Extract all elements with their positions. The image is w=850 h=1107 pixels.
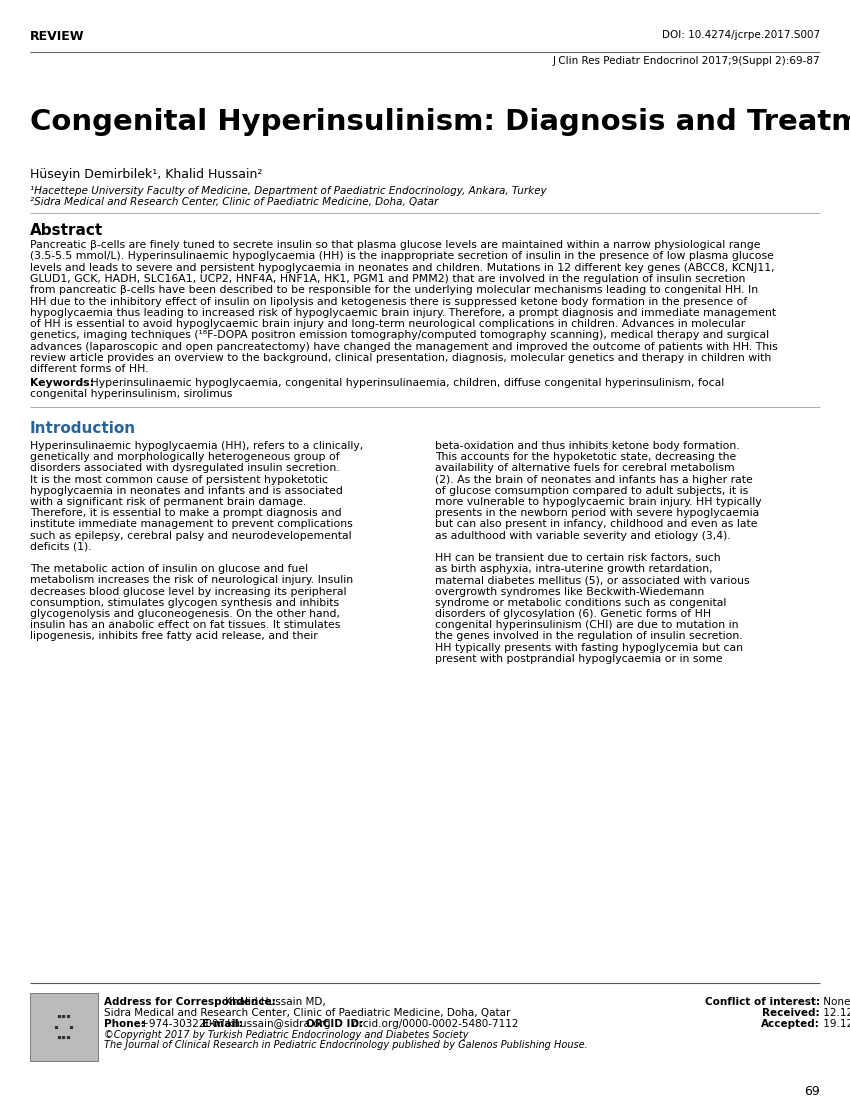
Bar [30,993,98,1061]
Text: overgrowth syndromes like Beckwith-Wiedemann: overgrowth syndromes like Beckwith-Wiede… [435,587,705,597]
Text: J Clin Res Pediatr Endocrinol 2017;9(Suppl 2):69-87: J Clin Res Pediatr Endocrinol 2017;9(Sup… [552,56,820,66]
Text: Sidra Medical and Research Center, Clinic of Paediatric Medicine, Doha, Qatar: Sidra Medical and Research Center, Clini… [104,1008,510,1018]
Text: Conflict of interest:: Conflict of interest: [705,997,820,1007]
Text: The metabolic action of insulin on glucose and fuel: The metabolic action of insulin on gluco… [30,565,308,575]
Text: Pancreatic β-cells are finely tuned to secrete insulin so that plasma glucose le: Pancreatic β-cells are finely tuned to s… [30,240,761,250]
Text: ORCID ID:: ORCID ID: [306,1020,363,1030]
Text: (2). As the brain of neonates and infants has a higher rate: (2). As the brain of neonates and infant… [435,475,753,485]
Text: of glucose comsumption compared to adult subjects, it is: of glucose comsumption compared to adult… [435,486,748,496]
Text: Therefore, it is essential to make a prompt diagnosis and: Therefore, it is essential to make a pro… [30,508,342,518]
Text: HH due to the inhibitory effect of insulin on lipolysis and ketogenesis there is: HH due to the inhibitory effect of insul… [30,297,747,307]
Text: 19.12.2017: 19.12.2017 [820,1020,850,1030]
Text: HH typically presents with fasting hypoglycemia but can: HH typically presents with fasting hypog… [435,642,743,652]
Text: REVIEW: REVIEW [30,30,84,43]
Text: as birth asphyxia, intra-uterine growth retardation,: as birth asphyxia, intra-uterine growth … [435,565,712,575]
Text: Received:: Received: [762,1008,820,1018]
Text: HH can be transient due to certain risk factors, such: HH can be transient due to certain risk … [435,552,721,562]
Text: ©Copyright 2017 by Turkish Pediatric Endocrinology and Diabetes Society: ©Copyright 2017 by Turkish Pediatric End… [104,1030,468,1039]
Text: GLUD1, GCK, HADH, SLC16A1, UCP2, HNF4A, HNF1A, HK1, PGM1 and PMM2) that are invo: GLUD1, GCK, HADH, SLC16A1, UCP2, HNF4A, … [30,273,745,283]
Text: khussain@sidra.org: khussain@sidra.org [224,1020,334,1030]
Text: congenital hyperinsulinism (CHI) are due to mutation in: congenital hyperinsulinism (CHI) are due… [435,620,739,630]
Text: orcid.org/0000-0002-5480-7112: orcid.org/0000-0002-5480-7112 [349,1020,518,1030]
Text: deficits (1).: deficits (1). [30,541,92,551]
Text: Khalid Hussain MD,: Khalid Hussain MD, [222,997,326,1007]
Text: Hüseyin Demirbilek¹, Khalid Hussain²: Hüseyin Demirbilek¹, Khalid Hussain² [30,168,263,182]
Text: The Journal of Clinical Research in Pediatric Endocrinology published by Galenos: The Journal of Clinical Research in Pedi… [104,1039,587,1051]
Text: congenital hyperinsulinism, sirolimus: congenital hyperinsulinism, sirolimus [30,389,232,399]
Text: Keywords:: Keywords: [30,377,94,387]
Text: maternal diabetes mellitus (5), or associated with various: maternal diabetes mellitus (5), or assoc… [435,576,750,586]
Text: the genes involved in the regulation of insulin secretion.: the genes involved in the regulation of … [435,631,743,641]
Text: Hyperinsulinaemic hypoglycaemia (HH), refers to a clinically,: Hyperinsulinaemic hypoglycaemia (HH), re… [30,441,363,451]
Text: Hyperinsulinaemic hypoglycaemia, congenital hyperinsulinaemia, children, diffuse: Hyperinsulinaemic hypoglycaemia, congeni… [87,377,724,387]
Text: Abstract: Abstract [30,223,103,238]
Text: Congenital Hyperinsulinism: Diagnosis and Treatment Update: Congenital Hyperinsulinism: Diagnosis an… [30,108,850,136]
Text: of HH is essential to avoid hypoglycaemic brain injury and long-term neurologica: of HH is essential to avoid hypoglycaemi… [30,319,745,329]
Text: from pancreatic β-cells have been described to be responsible for the underlying: from pancreatic β-cells have been descri… [30,286,758,296]
Text: but can also present in infancy, childhood and even as late: but can also present in infancy, childho… [435,519,757,529]
Text: institute immediate management to prevent complications: institute immediate management to preven… [30,519,353,529]
Text: metabolism increases the risk of neurological injury. Insulin: metabolism increases the risk of neurolo… [30,576,353,586]
Text: syndrome or metabolic conditions such as congenital: syndrome or metabolic conditions such as… [435,598,727,608]
Text: DOI: 10.4274/jcrpe.2017.S007: DOI: 10.4274/jcrpe.2017.S007 [662,30,820,40]
Text: This accounts for the hypoketotic state, decreasing the: This accounts for the hypoketotic state,… [435,452,736,462]
Text: beta-oxidation and thus inhibits ketone body formation.: beta-oxidation and thus inhibits ketone … [435,441,740,451]
Text: Introduction: Introduction [30,421,136,436]
Text: None declared: None declared [820,997,850,1007]
Text: lipogenesis, inhibits free fatty acid release, and their: lipogenesis, inhibits free fatty acid re… [30,631,318,641]
Text: Address for Correspondence:: Address for Correspondence: [104,997,275,1007]
Text: disorders associated with dysregulated insulin secretion.: disorders associated with dysregulated i… [30,464,340,474]
Text: advances (laparoscopic and open pancreatectomy) have changed the management and : advances (laparoscopic and open pancreat… [30,342,778,352]
Text: review article provides an overview to the background, clinical presentation, di: review article provides an overview to t… [30,353,771,363]
Text: decreases blood glucose level by increasing its peripheral: decreases blood glucose level by increas… [30,587,347,597]
Text: ²Sidra Medical and Research Center, Clinic of Paediatric Medicine, Doha, Qatar: ²Sidra Medical and Research Center, Clin… [30,197,439,207]
Text: with a significant risk of permanent brain damage.: with a significant risk of permanent bra… [30,497,306,507]
Text: consumption, stimulates glycogen synthesis and inhibits: consumption, stimulates glycogen synthes… [30,598,339,608]
Text: insulin has an anabolic effect on fat tissues. It stimulates: insulin has an anabolic effect on fat ti… [30,620,340,630]
Text: ▪▪▪
▪  ▪
▪▪▪: ▪▪▪ ▪ ▪ ▪▪▪ [54,1012,74,1042]
Text: E-mail:: E-mail: [202,1020,243,1030]
Text: 69: 69 [804,1085,820,1098]
Text: ¹Hacettepe University Faculty of Medicine, Department of Paediatric Endocrinolog: ¹Hacettepe University Faculty of Medicin… [30,186,547,196]
Text: such as epilepsy, cerebral palsy and neurodevelopemental: such as epilepsy, cerebral palsy and neu… [30,530,352,540]
Text: hypoglycaemia thus leading to increased risk of hypoglycaemic brain injury. Ther: hypoglycaemia thus leading to increased … [30,308,776,318]
Text: glycogenolysis and gluconeogenesis. On the other hand,: glycogenolysis and gluconeogenesis. On t… [30,609,340,619]
Text: It is the most common cause of persistent hypoketotic: It is the most common cause of persisten… [30,475,328,485]
Text: different forms of HH.: different forms of HH. [30,364,149,374]
Text: +974-30322007: +974-30322007 [137,1020,229,1030]
Text: (3.5-5.5 mmol/L). Hyperinsulinaemic hypoglycaemia (HH) is the inappropriate secr: (3.5-5.5 mmol/L). Hyperinsulinaemic hypo… [30,251,774,261]
Text: genetics, imaging techniques (¹⁸F-DOPA positron emission tomography/computed tom: genetics, imaging techniques (¹⁸F-DOPA p… [30,330,769,340]
Text: hypoglycaemia in neonates and infants and is associated: hypoglycaemia in neonates and infants an… [30,486,343,496]
Text: disorders of glycosylation (6). Genetic forms of HH: disorders of glycosylation (6). Genetic … [435,609,711,619]
Text: more vulnerable to hypoglycaemic brain injury. HH typically: more vulnerable to hypoglycaemic brain i… [435,497,762,507]
Text: as adulthood with variable severity and etiology (3,4).: as adulthood with variable severity and … [435,530,731,540]
Text: Accepted:: Accepted: [761,1020,820,1030]
Text: genetically and morphologically heterogeneous group of: genetically and morphologically heteroge… [30,452,340,462]
Text: Phone:: Phone: [104,1020,144,1030]
Text: presents in the newborn period with severe hypoglycaemia: presents in the newborn period with seve… [435,508,759,518]
Text: levels and leads to severe and persistent hypoglycaemia in neonates and children: levels and leads to severe and persisten… [30,262,774,272]
Text: 12.12.2017: 12.12.2017 [820,1008,850,1018]
Text: availability of alternative fuels for cerebral metabolism: availability of alternative fuels for ce… [435,464,734,474]
Text: present with postprandial hypoglycaemia or in some: present with postprandial hypoglycaemia … [435,654,722,664]
